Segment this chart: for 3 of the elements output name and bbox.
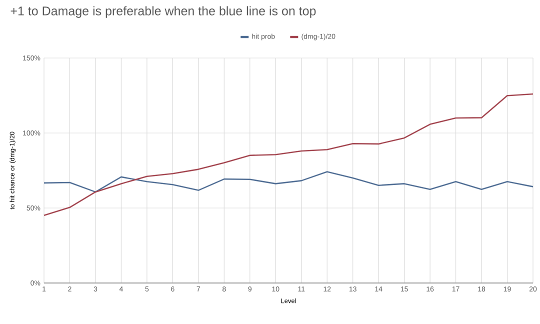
line-series [43, 171, 534, 193]
chart-title: +1 to Damage is preferable when the blue line is on top [10, 6, 316, 18]
line-series [43, 93, 534, 216]
